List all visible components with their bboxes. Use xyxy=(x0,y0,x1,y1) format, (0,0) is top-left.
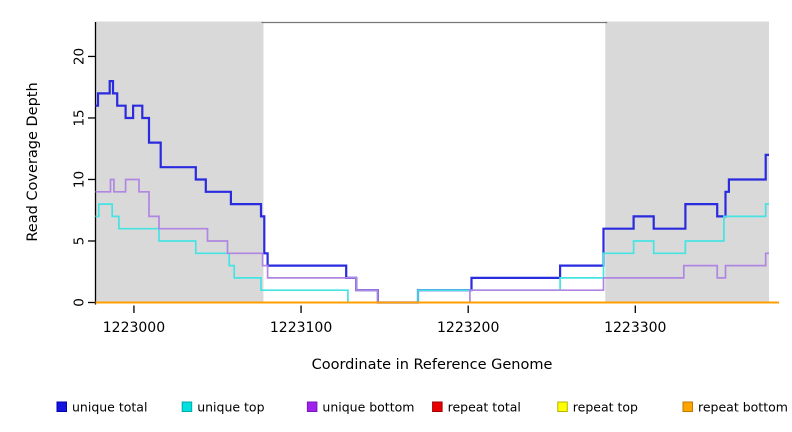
axes: 0 5 10 15 20 1223000 1223100 1223200 1223300 xyxy=(72,22,666,336)
legend-swatch-repeat-total xyxy=(432,401,443,412)
shaded-region xyxy=(605,21,769,303)
legend-label: unique bottom xyxy=(322,400,414,415)
legend-swatch-unique-bottom xyxy=(306,401,318,412)
y-tick-label: 20 xyxy=(72,48,88,65)
chart-legend: unique total unique top unique bottom repea… xyxy=(56,400,788,415)
series-line-unique-bottom xyxy=(95,178,769,304)
x-tick-label: 1223200 xyxy=(437,320,499,336)
series-line-unique-total xyxy=(95,80,769,304)
y-tick-label: 0 xyxy=(72,298,88,307)
legend-label: repeat bottom xyxy=(698,400,788,415)
x-tick-label: 1223000 xyxy=(103,320,165,336)
legend-swatch-unique-top xyxy=(181,401,193,412)
x-tick-label: 1223300 xyxy=(604,320,666,336)
legend-swatch-unique-total xyxy=(56,401,67,412)
legend-label: unique top xyxy=(197,400,264,415)
shaded-regions xyxy=(95,21,769,303)
shaded-region xyxy=(95,21,264,303)
legend-label: repeat total xyxy=(448,400,521,415)
series-line-unique-top xyxy=(95,203,769,304)
y-tick-label: 15 xyxy=(72,109,88,126)
legend-swatch-repeat-bottom xyxy=(682,401,693,412)
y-axis-title: Read Coverage Depth xyxy=(25,82,41,241)
x-tick-label: 1223100 xyxy=(270,320,332,336)
y-tick-label: 5 xyxy=(72,237,88,246)
y-tick-label: 10 xyxy=(72,171,88,188)
x-axis-title: Coordinate in Reference Genome xyxy=(312,357,553,373)
legend-swatch-repeat-top xyxy=(557,401,568,412)
legend-label: repeat top xyxy=(573,400,638,415)
series-lines xyxy=(95,80,779,304)
legend-label: unique total xyxy=(72,400,147,415)
